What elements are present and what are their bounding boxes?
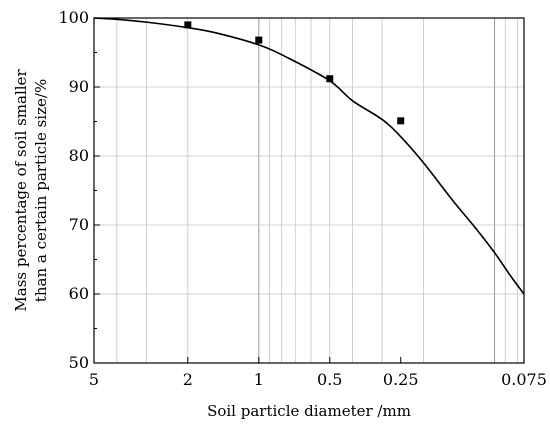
data-point-marker: [184, 21, 192, 29]
y-tick-label: 90: [69, 77, 89, 96]
grid-layer: [93, 17, 525, 364]
y-tick-label: 100: [58, 8, 89, 27]
x-tick-label: 0.075: [501, 370, 547, 389]
x-tick-label: 1: [254, 370, 264, 389]
x-tick-labels: 5 2 1 0.5 0.25 0.075: [89, 370, 547, 389]
x-tick-label: 0.25: [383, 370, 419, 389]
axis-ticks: [93, 17, 525, 364]
fitted-curve: [93, 17, 525, 295]
data-point-marker: [255, 36, 263, 44]
data-point-marker: [397, 117, 405, 125]
marker-layer: [184, 21, 405, 125]
x-tick-label: 0.5: [317, 370, 342, 389]
y-tick-label: 70: [69, 215, 89, 234]
curve-layer: [93, 17, 525, 295]
y-axis-title-line1: Mass percentage of soil smaller: [12, 69, 30, 312]
y-tick-labels: 50 60 70 80 90 100: [58, 8, 89, 372]
y-axis-title-line2: than a certain particle size/%: [32, 79, 50, 302]
data-point-marker: [326, 75, 334, 83]
y-tick-label: 50: [69, 353, 89, 372]
plot-frame: [93, 17, 525, 364]
y-tick-label: 80: [69, 146, 89, 165]
x-tick-label: 5: [89, 370, 99, 389]
x-axis-title: Soil particle diameter /mm: [207, 402, 411, 420]
x-tick-label: 2: [183, 370, 193, 389]
y-tick-label: 60: [69, 284, 89, 303]
